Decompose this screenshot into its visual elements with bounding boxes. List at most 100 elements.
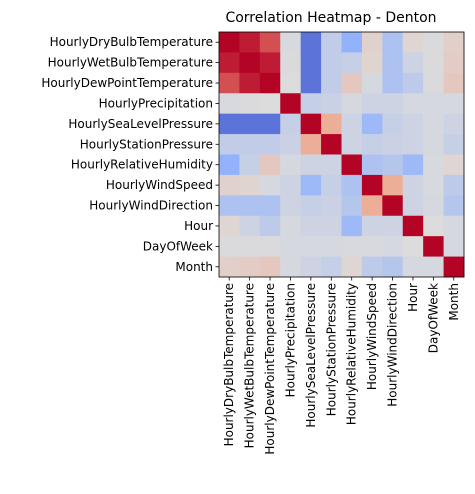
y-axis-ticks: HourlyDryBulbTemperature HourlyWetBulbTem… <box>41 35 219 274</box>
heatmap-cell <box>362 52 383 73</box>
heatmap-cell <box>219 155 240 176</box>
heatmap-cell <box>301 195 322 216</box>
heatmap-cell <box>321 175 342 196</box>
heatmap-cell <box>239 73 260 94</box>
heatmap-cell <box>301 134 322 155</box>
heatmap-cell <box>362 32 383 53</box>
x-tick-label: HourlySeaLevelPressure <box>304 283 318 428</box>
heatmap-cell <box>382 216 403 237</box>
heatmap-cell <box>239 195 260 216</box>
heatmap-cell <box>403 236 424 257</box>
x-tick-label: Hour <box>406 283 420 312</box>
y-tick-label: HourlyRelativeHumidity <box>71 158 213 172</box>
heatmap-cell <box>444 257 465 278</box>
heatmap-cell <box>382 114 403 135</box>
heatmap-cell <box>423 32 444 53</box>
heatmap-cell <box>382 257 403 278</box>
heatmap-cell <box>444 134 465 155</box>
heatmap-cell <box>362 155 383 176</box>
heatmap-cell <box>260 114 281 135</box>
heatmap-cell <box>260 216 281 237</box>
heatmap-cell <box>342 195 363 216</box>
heatmap-cell <box>321 195 342 216</box>
heatmap-cell <box>280 195 301 216</box>
heatmap-cell <box>444 155 465 176</box>
heatmap-cell <box>403 114 424 135</box>
heatmap-cell <box>239 175 260 196</box>
heatmap-cell <box>321 32 342 53</box>
heatmap-cell <box>280 32 301 53</box>
heatmap-cell <box>342 216 363 237</box>
heatmap-cell <box>301 216 322 237</box>
heatmap-cell <box>444 114 465 135</box>
heatmap-cell <box>260 195 281 216</box>
heatmap-cell <box>260 32 281 53</box>
heatmap-cell <box>423 134 444 155</box>
heatmap-cell <box>444 93 465 114</box>
heatmap-cell <box>260 257 281 278</box>
heatmap-cell <box>321 155 342 176</box>
heatmap-cell <box>382 73 403 94</box>
heatmap-cell <box>342 175 363 196</box>
heatmap-cell <box>219 52 240 73</box>
heatmap-cell <box>342 32 363 53</box>
heatmap-cell <box>342 114 363 135</box>
heatmap-cell <box>260 52 281 73</box>
heatmap-cell <box>342 134 363 155</box>
y-tick-label: Hour <box>184 219 213 233</box>
heatmap-cell <box>342 93 363 114</box>
heatmap-cell <box>239 93 260 114</box>
heatmap-cell <box>280 134 301 155</box>
heatmap-cell <box>321 236 342 257</box>
heatmap-cell <box>423 93 444 114</box>
heatmap-cell <box>423 257 444 278</box>
heatmap-cell <box>362 236 383 257</box>
heatmap-cell <box>423 236 444 257</box>
heatmap-cell <box>423 155 444 176</box>
heatmap-cell <box>219 134 240 155</box>
chart-title: Correlation Heatmap - Denton <box>225 10 436 26</box>
heatmap-cell <box>219 73 240 94</box>
heatmap-cell <box>342 236 363 257</box>
heatmap-cell <box>403 73 424 94</box>
heatmap-cell <box>260 73 281 94</box>
heatmap-cell <box>219 114 240 135</box>
heatmap-cell <box>321 134 342 155</box>
y-tick-label: HourlyDryBulbTemperature <box>50 35 213 49</box>
heatmap-cell <box>260 175 281 196</box>
x-tick-label: DayOfWeek <box>426 283 440 353</box>
heatmap-cell <box>321 257 342 278</box>
heatmap-cell <box>239 216 260 237</box>
heatmap-cell <box>219 195 240 216</box>
heatmap-cell <box>219 32 240 53</box>
heatmap-cell <box>342 257 363 278</box>
heatmap-cell <box>362 73 383 94</box>
heatmap-cell <box>301 93 322 114</box>
y-tick-label: HourlyWindSpeed <box>106 178 213 192</box>
heatmap-cell <box>362 134 383 155</box>
heatmap-cell <box>403 93 424 114</box>
heatmap-cell <box>342 73 363 94</box>
heatmap-cell <box>444 216 465 237</box>
y-tick-label: HourlyPrecipitation <box>99 96 213 110</box>
heatmap-cell <box>321 93 342 114</box>
heatmap-cell <box>403 52 424 73</box>
heatmap-cell <box>403 32 424 53</box>
heatmap-cell <box>362 257 383 278</box>
heatmap-cell <box>342 52 363 73</box>
x-tick-label: HourlyWindDirection <box>386 283 400 407</box>
x-tick-label: HourlyRelativeHumidity <box>345 283 359 425</box>
heatmap-cell <box>321 114 342 135</box>
heatmap-cell <box>280 216 301 237</box>
x-tick-label: HourlyDewPointTemperature <box>263 283 277 455</box>
y-tick-label: HourlyDewPointTemperature <box>41 76 213 90</box>
heatmap-cell <box>280 236 301 257</box>
heatmap-cell <box>301 236 322 257</box>
heatmap-cell <box>362 175 383 196</box>
heatmap-cell <box>321 216 342 237</box>
heatmap-cell <box>280 73 301 94</box>
heatmap-cell <box>280 257 301 278</box>
heatmap-cell <box>301 73 322 94</box>
heatmap-cell <box>444 236 465 257</box>
